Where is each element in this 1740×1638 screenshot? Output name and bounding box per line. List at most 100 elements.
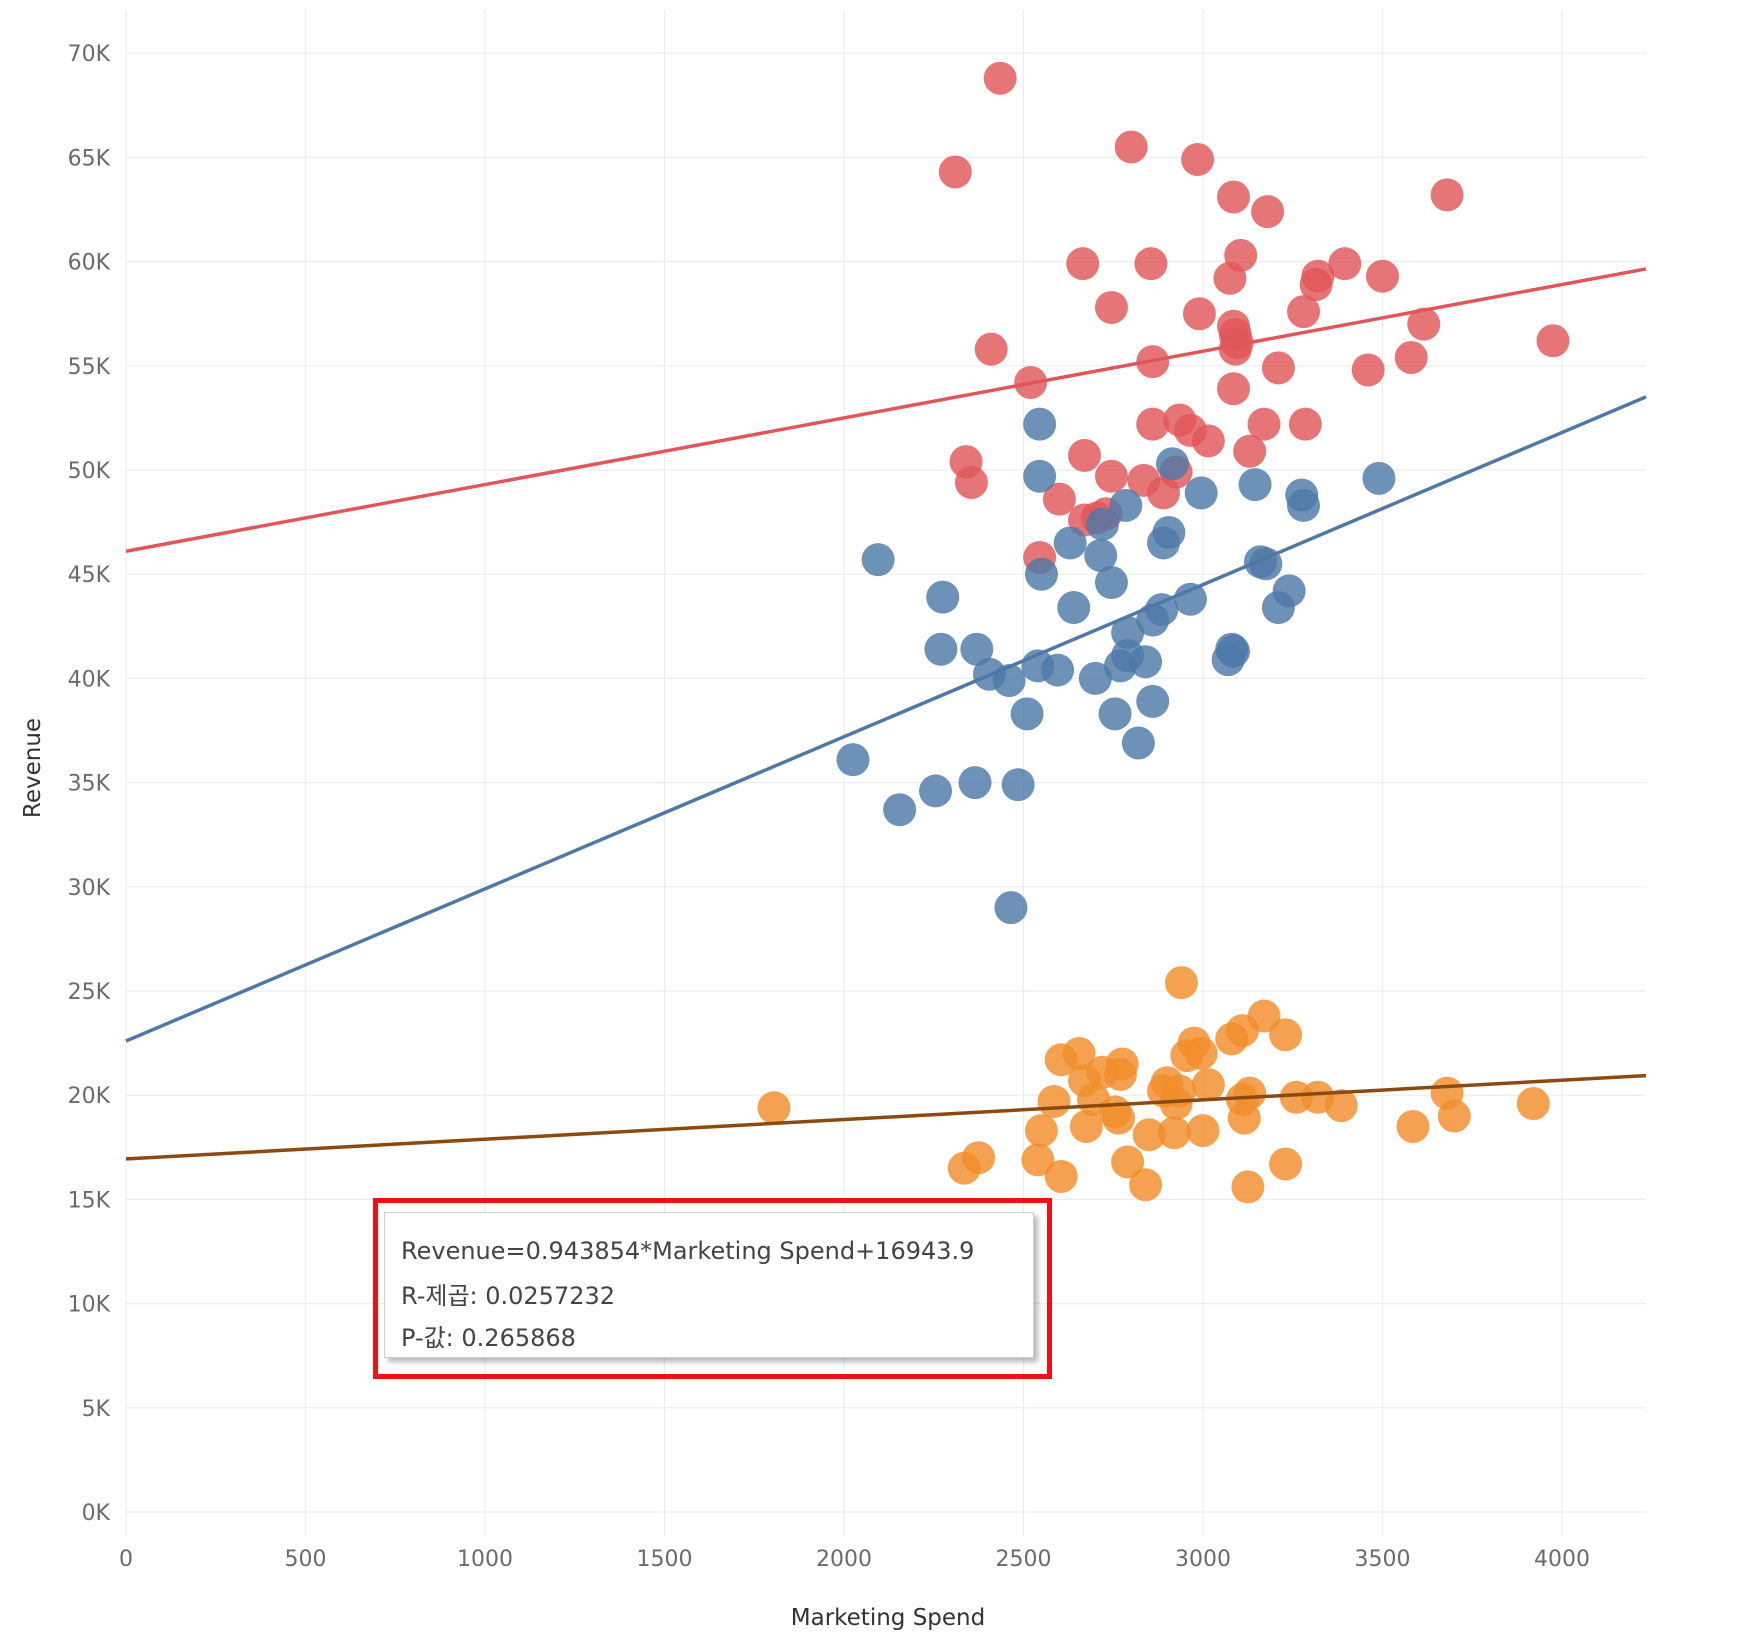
red-data-point[interactable] xyxy=(1042,482,1076,516)
blue-data-point[interactable] xyxy=(1053,526,1087,560)
blue-data-point[interactable] xyxy=(1084,538,1118,572)
orange-data-point[interactable] xyxy=(1215,1022,1249,1056)
blue-trend-line[interactable] xyxy=(125,395,1647,1043)
red-data-point[interactable] xyxy=(1136,407,1170,441)
blue-data-point[interactable] xyxy=(1238,468,1272,502)
orange-data-point[interactable] xyxy=(1516,1087,1550,1121)
orange-data-point[interactable] xyxy=(1269,1018,1303,1052)
blue-data-point[interactable] xyxy=(992,663,1026,697)
blue-data-point[interactable] xyxy=(1261,591,1295,625)
blue-data-point[interactable] xyxy=(1094,566,1128,600)
red-data-point[interactable] xyxy=(1217,372,1251,406)
blue-data-point[interactable] xyxy=(958,766,992,800)
blue-data-point[interactable] xyxy=(836,743,870,777)
blue-data-point[interactable] xyxy=(1136,684,1170,718)
orange-data-point[interactable] xyxy=(1069,1109,1103,1143)
red-data-point[interactable] xyxy=(1191,424,1225,458)
blue-data-point[interactable] xyxy=(1078,661,1112,695)
orange-data-point[interactable] xyxy=(1191,1068,1225,1102)
red-data-point[interactable] xyxy=(1233,434,1267,468)
orange-data-point[interactable] xyxy=(1111,1145,1145,1179)
blue-data-point[interactable] xyxy=(1147,526,1181,560)
blue-data-point[interactable] xyxy=(1023,459,1057,493)
blue-data-point[interactable] xyxy=(1362,461,1396,495)
orange-data-point[interactable] xyxy=(1164,966,1198,1000)
red-data-point[interactable] xyxy=(1213,261,1247,295)
blue-data-point[interactable] xyxy=(1001,768,1035,802)
blue-data-point[interactable] xyxy=(960,632,994,666)
blue-data-point[interactable] xyxy=(924,632,958,666)
blue-data-point[interactable] xyxy=(926,580,960,614)
orange-data-point[interactable] xyxy=(1021,1143,1055,1177)
red-data-point[interactable] xyxy=(983,61,1017,95)
blue-data-point[interactable] xyxy=(1184,476,1218,510)
blue-data-point[interactable] xyxy=(1023,407,1057,441)
red-data-point[interactable] xyxy=(1299,268,1333,302)
red-trend-line[interactable] xyxy=(125,267,1647,553)
blue-data-point[interactable] xyxy=(1129,645,1163,679)
blue-data-point[interactable] xyxy=(1287,488,1321,522)
red-data-point[interactable] xyxy=(1261,351,1295,385)
red-data-point[interactable] xyxy=(1147,476,1181,510)
red-data-point[interactable] xyxy=(1407,307,1441,341)
orange-data-point[interactable] xyxy=(1396,1109,1430,1143)
blue-data-point[interactable] xyxy=(883,793,917,827)
blue-data-point[interactable] xyxy=(1057,591,1091,625)
red-data-point[interactable] xyxy=(1182,297,1216,331)
orange-data-point[interactable] xyxy=(1102,1101,1136,1135)
blue-data-point[interactable] xyxy=(1010,697,1044,731)
red-data-point[interactable] xyxy=(954,466,988,500)
orange-data-point[interactable] xyxy=(1129,1168,1163,1202)
orange-trend-line[interactable] xyxy=(125,1073,1647,1161)
red-data-point[interactable] xyxy=(1288,407,1322,441)
blue-data-point[interactable] xyxy=(1103,649,1137,683)
orange-data-point[interactable] xyxy=(1024,1114,1058,1148)
red-data-point[interactable] xyxy=(1366,259,1399,293)
blue-data-point[interactable] xyxy=(1111,616,1145,650)
red-data-point[interactable] xyxy=(1094,459,1128,493)
blue-data-point[interactable] xyxy=(861,543,895,577)
orange-data-point[interactable] xyxy=(1269,1147,1303,1181)
orange-data-point[interactable] xyxy=(1159,1087,1193,1121)
orange-data-point[interactable] xyxy=(1324,1089,1358,1123)
blue-data-point[interactable] xyxy=(994,891,1028,925)
orange-data-point[interactable] xyxy=(1157,1116,1191,1150)
orange-data-point[interactable] xyxy=(1437,1099,1471,1133)
blue-data-point[interactable] xyxy=(1136,603,1170,637)
red-data-point[interactable] xyxy=(1536,324,1570,358)
red-data-point[interactable] xyxy=(1068,438,1102,472)
red-data-point[interactable] xyxy=(1251,195,1285,229)
orange-data-point[interactable] xyxy=(1037,1084,1071,1118)
red-data-point[interactable] xyxy=(1066,247,1100,281)
red-data-point[interactable] xyxy=(1394,340,1428,374)
red-data-point[interactable] xyxy=(1134,247,1168,281)
orange-data-point[interactable] xyxy=(1044,1043,1078,1077)
orange-data-point[interactable] xyxy=(1044,1159,1078,1193)
red-data-point[interactable] xyxy=(1287,295,1321,329)
orange-data-point[interactable] xyxy=(1103,1057,1137,1091)
blue-data-point[interactable] xyxy=(1085,507,1119,541)
red-data-point[interactable] xyxy=(938,155,972,189)
red-data-point[interactable] xyxy=(1094,290,1128,324)
red-data-point[interactable] xyxy=(1351,353,1385,387)
orange-data-point[interactable] xyxy=(1170,1039,1204,1073)
blue-data-point[interactable] xyxy=(1211,643,1245,677)
orange-data-point[interactable] xyxy=(947,1151,981,1185)
blue-data-point[interactable] xyxy=(919,774,953,808)
blue-data-point[interactable] xyxy=(1173,582,1207,616)
orange-data-point[interactable] xyxy=(757,1091,791,1125)
blue-data-point[interactable] xyxy=(1041,653,1075,687)
orange-data-point[interactable] xyxy=(1186,1114,1220,1148)
red-data-point[interactable] xyxy=(1218,332,1252,366)
red-data-point[interactable] xyxy=(1247,407,1281,441)
orange-data-point[interactable] xyxy=(1132,1118,1166,1152)
blue-data-point[interactable] xyxy=(1121,726,1155,760)
orange-data-point[interactable] xyxy=(1227,1101,1261,1135)
blue-data-point[interactable] xyxy=(1098,697,1132,731)
blue-data-point[interactable] xyxy=(1155,447,1189,481)
blue-data-point[interactable] xyxy=(1024,557,1058,591)
blue-data-point[interactable] xyxy=(1109,488,1143,522)
orange-data-point[interactable] xyxy=(1231,1170,1265,1204)
red-data-point[interactable] xyxy=(1114,130,1148,164)
red-data-point[interactable] xyxy=(974,332,1008,366)
